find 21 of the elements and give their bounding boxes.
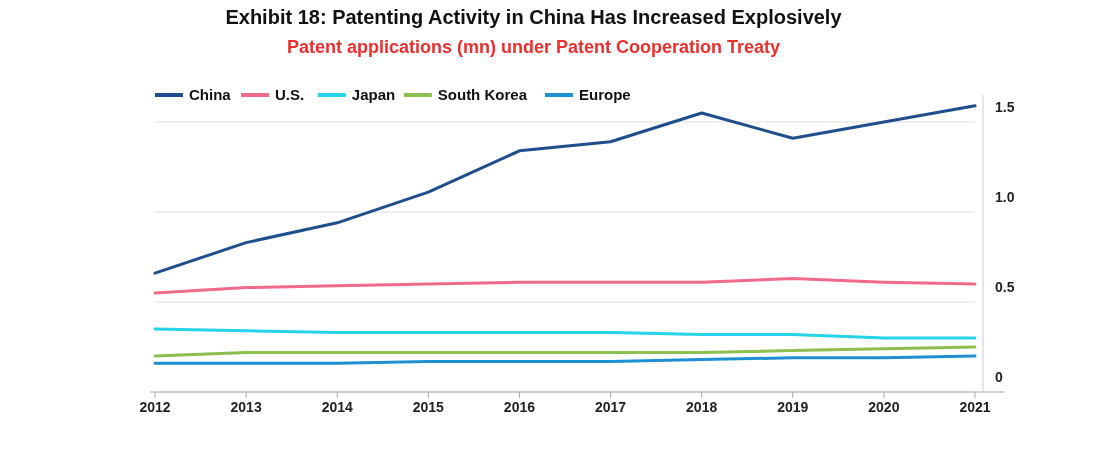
y-tick-label: 1.0 — [995, 189, 1015, 205]
x-tick-label: 2018 — [686, 399, 718, 415]
x-tick-label: 2014 — [321, 399, 353, 415]
y-tick-label: 0 — [995, 369, 1003, 385]
x-tick-label: 2016 — [503, 399, 536, 415]
x-tick-label: 2020 — [868, 399, 900, 415]
x-tick-label: 2017 — [594, 399, 627, 415]
y-tick-label: 0.5 — [995, 279, 1015, 295]
chart-subtitle: Patent applications (mn) under Patent Cooperation Treaty — [286, 37, 781, 57]
x-tick-label: 2013 — [230, 399, 262, 415]
legend-label: China — [189, 86, 232, 103]
legend-label: South Korea — [437, 86, 528, 103]
legend-label: U.S. — [275, 86, 305, 103]
x-tick-label: 2012 — [139, 399, 171, 415]
legend-label: Europe — [579, 86, 631, 103]
x-tick-label: 2021 — [959, 399, 991, 415]
chart-title: Exhibit 18: Patenting Activity in China Has Increased Explosively — [225, 6, 843, 28]
y-tick-label: 1.5 — [995, 99, 1015, 115]
x-tick-label: 2019 — [777, 399, 809, 415]
x-tick-label: 2015 — [412, 399, 445, 415]
legend-label: Japan — [351, 86, 396, 103]
